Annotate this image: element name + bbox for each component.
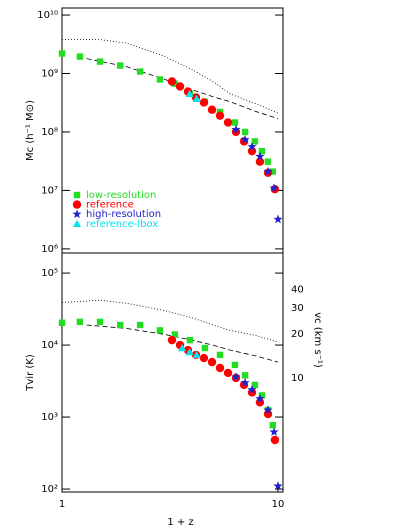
point xyxy=(270,435,280,445)
y2-axis-label: vc (km s⁻¹) xyxy=(312,312,323,368)
point xyxy=(156,327,164,334)
point xyxy=(231,119,239,126)
legend-label: reference xyxy=(86,200,134,211)
point xyxy=(247,384,257,394)
y-axis-label: Mc (h⁻¹ M⊙) xyxy=(25,100,36,161)
point xyxy=(255,393,265,403)
legend-marker xyxy=(73,219,81,227)
model-line xyxy=(86,324,279,363)
point xyxy=(273,214,283,224)
point xyxy=(231,372,241,381)
y-tick-label: 10⁵ xyxy=(41,268,58,279)
y-tick-label: 10⁷ xyxy=(41,185,58,196)
point xyxy=(223,368,233,378)
model-line xyxy=(62,39,279,114)
y-tick-label: 10⁸ xyxy=(41,127,58,138)
legend-marker xyxy=(73,191,81,199)
point xyxy=(241,372,249,379)
point xyxy=(247,388,257,397)
y2-tick-label: 40 xyxy=(291,284,304,295)
point xyxy=(167,77,177,86)
point xyxy=(96,58,104,65)
y-tick-label: 10⁴ xyxy=(41,340,58,351)
point xyxy=(185,89,194,97)
point xyxy=(240,134,250,144)
point xyxy=(207,105,217,114)
legend-label: reference-lbox xyxy=(86,219,158,230)
legend-marker xyxy=(72,200,82,209)
point xyxy=(76,318,84,326)
point xyxy=(255,157,265,166)
point xyxy=(251,381,259,389)
legend-label: high-resolution xyxy=(86,209,161,220)
point xyxy=(269,183,279,192)
plot-frame xyxy=(61,252,284,493)
point xyxy=(223,118,233,127)
point xyxy=(199,98,209,107)
point xyxy=(199,353,209,363)
point xyxy=(178,344,187,352)
point xyxy=(136,68,144,75)
point xyxy=(117,321,124,329)
x-axis-label: 1 + z xyxy=(167,517,193,528)
point xyxy=(167,335,177,345)
point xyxy=(186,336,194,344)
point xyxy=(241,128,249,136)
point xyxy=(175,82,185,91)
point xyxy=(247,141,257,151)
y-tick-label: 10³ xyxy=(41,412,58,423)
point xyxy=(136,321,144,329)
point xyxy=(215,363,225,373)
point xyxy=(215,111,225,120)
point xyxy=(201,344,209,352)
point xyxy=(258,147,266,155)
x-tick-label: 10 xyxy=(272,499,285,510)
y2-tick-label: 20 xyxy=(291,329,304,340)
point xyxy=(264,158,272,165)
point xyxy=(263,166,273,176)
legend-marker xyxy=(72,209,82,219)
point xyxy=(251,138,259,145)
point xyxy=(263,405,273,414)
point xyxy=(269,422,276,429)
point xyxy=(76,53,84,60)
y-axis-label: Tvir (K) xyxy=(25,354,36,392)
point xyxy=(156,76,164,83)
y-tick-label: 10¹⁰ xyxy=(37,10,58,21)
point xyxy=(117,62,124,69)
point xyxy=(192,350,201,359)
point xyxy=(273,481,283,490)
legend-label: low-resolution xyxy=(86,190,156,201)
y-tick-label: 10² xyxy=(41,484,58,495)
y-tick-label: 10⁶ xyxy=(41,244,58,255)
point xyxy=(207,357,217,367)
y2-tick-label: 30 xyxy=(291,303,304,314)
x-tick-label: 1 xyxy=(59,499,65,510)
point xyxy=(171,331,179,338)
point xyxy=(269,168,276,175)
point xyxy=(231,124,241,134)
point xyxy=(58,50,66,57)
point xyxy=(192,94,201,102)
y-tick-label: 10⁹ xyxy=(41,69,58,80)
y2-tick-label: 10 xyxy=(291,373,304,384)
point xyxy=(231,361,239,369)
point xyxy=(185,348,194,356)
point xyxy=(96,318,104,326)
point xyxy=(269,427,279,436)
point xyxy=(255,151,265,161)
point xyxy=(258,392,266,399)
point xyxy=(240,377,250,387)
point xyxy=(216,351,224,359)
point xyxy=(58,319,66,326)
model-line xyxy=(86,58,279,119)
